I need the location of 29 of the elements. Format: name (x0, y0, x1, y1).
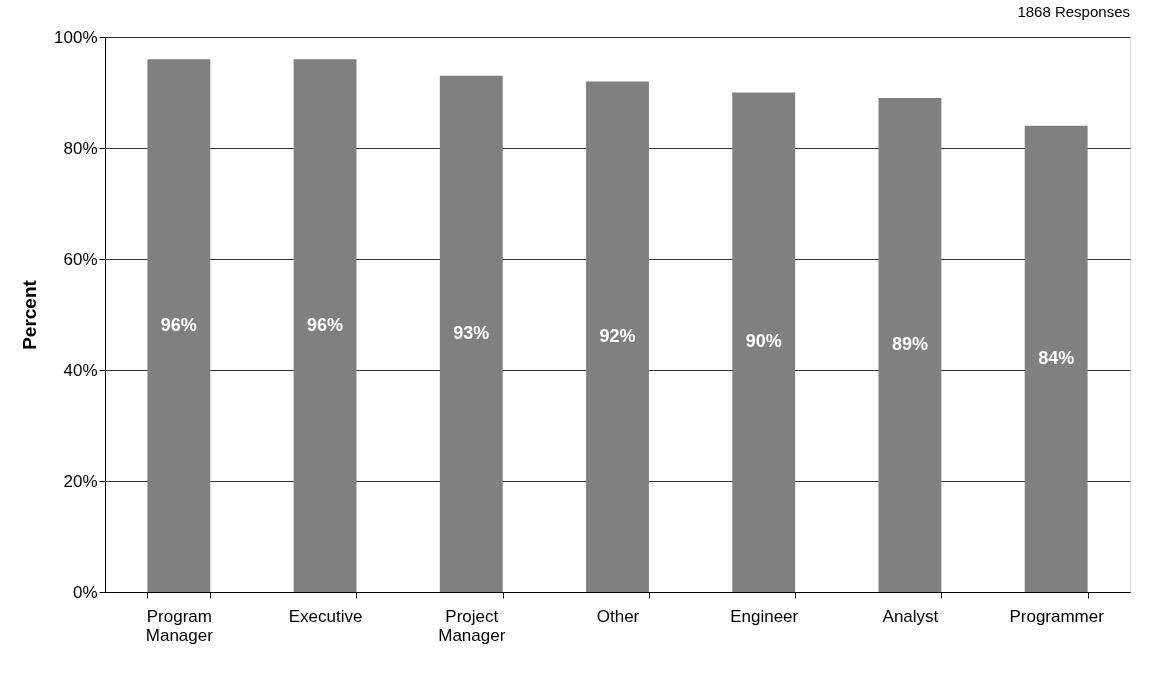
data-label: 96% (307, 314, 344, 335)
y-tick-label: 60% (63, 249, 98, 269)
bar (878, 98, 942, 592)
bar (732, 92, 796, 592)
y-tick-label: 40% (63, 360, 98, 380)
y-tick-label: 20% (63, 471, 98, 491)
x-tick-label: Program Manager (145, 606, 214, 645)
x-tick-label: Analyst (882, 606, 939, 626)
y-tick-label: 100% (54, 27, 98, 47)
data-label: 89% (891, 334, 928, 355)
data-label: 92% (599, 325, 636, 346)
x-tick-label: Project Manager (438, 606, 506, 645)
x-tick-label: Engineer (730, 606, 799, 626)
y-tick-label: 80% (63, 138, 98, 158)
data-label: 93% (453, 322, 490, 343)
text: 1868 Responses (1017, 3, 1130, 20)
y-tick-label: 0% (72, 582, 98, 602)
bar (293, 59, 357, 592)
data-label: 90% (745, 331, 782, 352)
data-label: 96% (160, 314, 197, 335)
x-tick-label: Executive (288, 606, 363, 626)
bar (586, 81, 649, 592)
data-label: 84% (1038, 347, 1075, 368)
bar (439, 75, 503, 592)
x-tick-label: Programmer (1009, 606, 1105, 626)
bar (147, 59, 211, 592)
bar (1024, 125, 1088, 592)
y-axis-title: Percent (19, 279, 41, 350)
x-tick-label: Other (596, 606, 640, 626)
